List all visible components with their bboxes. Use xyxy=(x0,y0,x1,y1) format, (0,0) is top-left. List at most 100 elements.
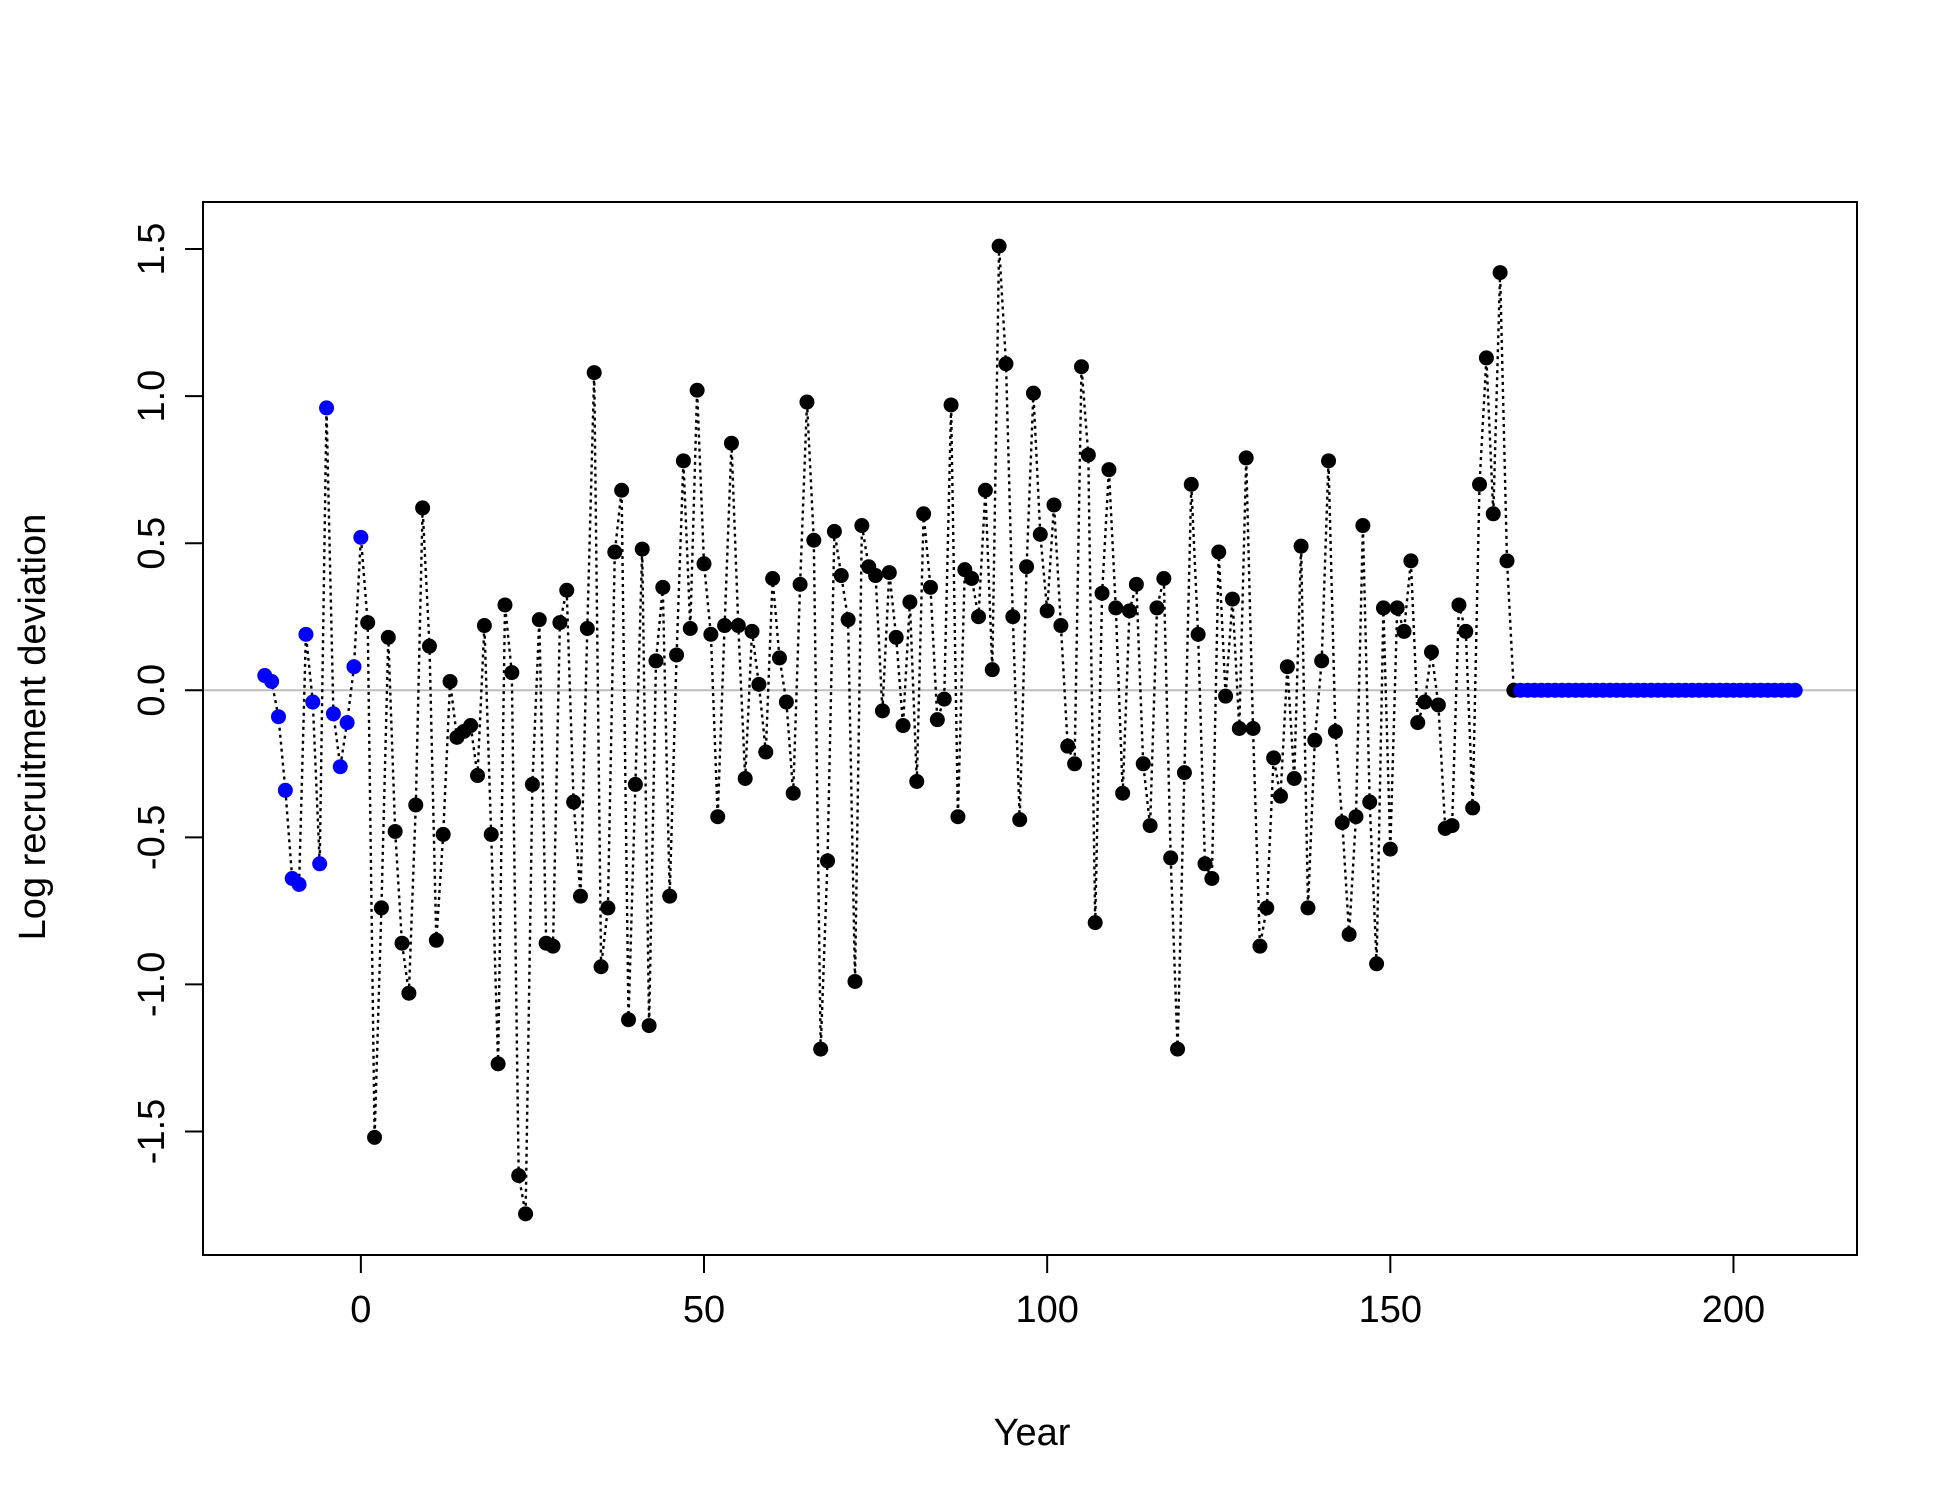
main-deviation-point xyxy=(1149,600,1165,616)
main-deviation-point xyxy=(1266,750,1282,766)
main-deviation-point xyxy=(1128,576,1144,592)
early-deviation-point xyxy=(298,626,314,642)
main-deviation-point xyxy=(1472,476,1488,492)
main-deviation-point xyxy=(943,397,959,413)
main-deviation-point xyxy=(531,612,547,628)
main-deviation-point xyxy=(1293,538,1309,554)
main-deviation-point xyxy=(984,662,1000,678)
main-deviation-point xyxy=(408,797,424,813)
main-deviation-point xyxy=(1341,926,1357,942)
main-deviation-point xyxy=(916,506,932,522)
main-deviation-point xyxy=(1355,518,1371,534)
main-deviation-point xyxy=(511,1168,527,1184)
main-deviation-point xyxy=(737,771,753,787)
main-deviation-point xyxy=(373,900,389,916)
main-deviation-point xyxy=(936,691,952,707)
main-deviation-point xyxy=(655,579,671,595)
main-deviation-point xyxy=(1465,800,1481,816)
main-deviation-point xyxy=(593,959,609,975)
main-deviation-point xyxy=(442,673,458,689)
main-deviation-point xyxy=(415,500,431,516)
main-deviation-point xyxy=(1101,462,1117,478)
main-deviation-point xyxy=(1389,600,1405,616)
main-deviation-point xyxy=(1238,450,1254,466)
main-deviation-point xyxy=(607,544,623,560)
main-deviation-point xyxy=(367,1129,383,1145)
main-deviation-point xyxy=(1314,653,1330,669)
x-tick-label: 150 xyxy=(1359,1289,1422,1331)
main-deviation-point xyxy=(1176,765,1192,781)
plot-area-group xyxy=(203,238,1857,1222)
main-deviation-point xyxy=(833,568,849,584)
main-deviation-point xyxy=(435,826,451,842)
main-deviation-point xyxy=(840,612,856,628)
main-deviation-point xyxy=(1382,841,1398,857)
main-deviation-point xyxy=(566,794,582,810)
main-deviation-point xyxy=(717,618,733,634)
main-deviation-point xyxy=(1218,688,1234,704)
main-deviation-point xyxy=(758,744,774,760)
main-deviation-point xyxy=(662,888,678,904)
early-deviation-point xyxy=(353,529,369,545)
main-deviation-point xyxy=(1252,938,1268,954)
main-deviation-point xyxy=(1300,900,1316,916)
main-deviation-point xyxy=(1122,603,1138,619)
main-deviation-point xyxy=(847,973,863,989)
main-deviation-point xyxy=(463,718,479,734)
main-deviation-point xyxy=(765,570,781,586)
main-deviation-point xyxy=(1142,818,1158,834)
early-deviation-point xyxy=(325,706,341,722)
main-deviation-point xyxy=(421,638,437,654)
main-deviation-point xyxy=(1485,506,1501,522)
main-deviation-point xyxy=(971,609,987,625)
main-deviation-point xyxy=(1025,385,1041,401)
main-deviation-point xyxy=(1348,809,1364,825)
main-deviation-point xyxy=(881,565,897,581)
y-tick-label: 0.0 xyxy=(131,664,173,717)
main-deviation-point xyxy=(950,809,966,825)
main-deviation-point xyxy=(1362,794,1378,810)
main-deviation-point xyxy=(820,853,836,869)
main-deviation-point xyxy=(634,541,650,557)
main-deviation-point xyxy=(1060,738,1076,754)
main-deviation-point xyxy=(703,626,719,642)
main-deviation-point xyxy=(1259,900,1275,916)
main-deviation-point xyxy=(627,776,643,792)
main-deviation-point xyxy=(744,623,760,639)
main-deviation-point xyxy=(360,615,376,631)
early-deviation-point xyxy=(346,659,362,675)
main-deviation-point xyxy=(696,556,712,572)
main-deviation-point xyxy=(1417,694,1433,710)
main-deviation-point xyxy=(991,238,1007,254)
main-deviation-point xyxy=(1231,721,1247,736)
y-tick-label: 1.5 xyxy=(131,223,173,276)
main-deviation-point xyxy=(1410,715,1426,731)
main-deviation-point xyxy=(669,647,685,663)
main-deviation-point xyxy=(380,629,396,645)
main-deviation-point xyxy=(895,718,911,734)
main-deviation-point xyxy=(751,676,767,692)
y-tick-label: 1.0 xyxy=(131,370,173,423)
forecast-deviation-point xyxy=(1787,682,1803,698)
main-deviation-point xyxy=(1273,788,1289,804)
axes-group: 0 50 100 150 200 -1.5 -1.0 -0.5 0.0 0.5 1.0 1.5 xyxy=(131,201,1858,1331)
main-deviation-point xyxy=(476,618,492,634)
main-deviation-point xyxy=(1046,497,1062,513)
main-deviation-point xyxy=(394,935,410,951)
main-deviation-point xyxy=(1403,553,1419,569)
main-deviation-point xyxy=(723,435,739,451)
early-deviation-point xyxy=(339,715,355,731)
main-deviation-point xyxy=(1197,856,1213,872)
x-tick-label: 50 xyxy=(683,1289,725,1331)
main-deviation-point xyxy=(1286,771,1302,787)
main-deviation-point xyxy=(1032,526,1048,542)
main-deviation-point xyxy=(621,1012,637,1028)
early-deviation-point xyxy=(270,709,286,725)
main-deviation-point xyxy=(868,568,884,584)
main-deviation-point xyxy=(1039,603,1055,619)
main-deviation-point xyxy=(552,615,568,631)
main-deviation-point xyxy=(675,453,691,469)
main-deviation-point xyxy=(1478,350,1494,366)
main-deviation-point xyxy=(572,888,588,904)
